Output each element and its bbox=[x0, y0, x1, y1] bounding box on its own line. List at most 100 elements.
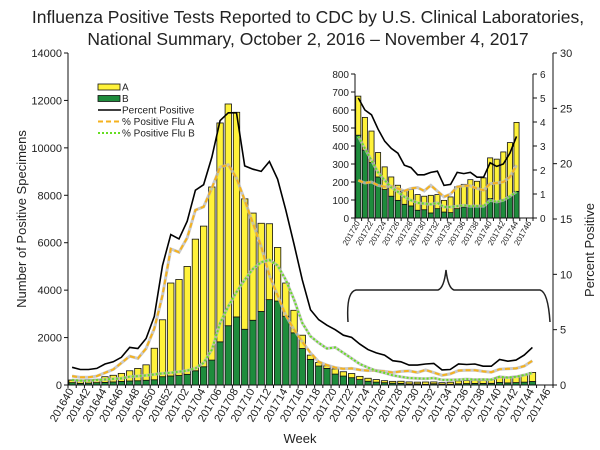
legend-label: % Positive Flu A bbox=[122, 117, 195, 128]
bar-a-201703 bbox=[191, 238, 200, 372]
bar-b-201704 bbox=[200, 366, 208, 386]
bar-a-201735 bbox=[454, 380, 463, 385]
bar-b-201744 bbox=[528, 381, 537, 386]
bar-a-201650 bbox=[150, 347, 158, 381]
chart-title-line-2: National Summary, October 2, 2016 – Nove… bbox=[87, 29, 528, 49]
inset-bar-b-201729 bbox=[414, 209, 421, 219]
x-axis-title: Week bbox=[284, 431, 317, 446]
bar-b-201649 bbox=[142, 379, 150, 386]
bar-a-201726 bbox=[380, 380, 389, 384]
inset-bar-b-201737 bbox=[467, 205, 474, 219]
inset-bar-b-201744 bbox=[513, 190, 520, 219]
bar-a-201722 bbox=[347, 373, 356, 379]
inset-bar-b-201728 bbox=[408, 205, 415, 219]
bar-b-201648 bbox=[134, 380, 142, 386]
bar-b-201718 bbox=[315, 365, 323, 386]
bar-a-201732 bbox=[430, 381, 438, 385]
bar-a-201702 bbox=[183, 266, 191, 375]
bar-b-201715 bbox=[290, 332, 298, 386]
bar-b-201716 bbox=[298, 348, 306, 386]
inset-plot: 0100200300400500600700800012345620172020… bbox=[332, 70, 546, 247]
y2-tick-label: 25 bbox=[560, 103, 572, 115]
inset-y-tick-label: 500 bbox=[332, 124, 349, 135]
y2-tick-label: 10 bbox=[560, 269, 572, 281]
y2-tick-label: 30 bbox=[560, 48, 572, 60]
chart-title-line-1: Influenza Positive Tests Reported to CDC… bbox=[32, 7, 584, 27]
inset-bar-b-201741 bbox=[493, 201, 500, 219]
inset-y2-tick-label: 2 bbox=[540, 166, 546, 177]
inset-line-percent-positive bbox=[357, 97, 518, 187]
inset-y-tick-label: 800 bbox=[332, 70, 349, 81]
bar-a-201721 bbox=[339, 371, 347, 377]
inset-bar-a-201740 bbox=[487, 157, 494, 199]
inset-y-tick-label: 300 bbox=[332, 160, 349, 171]
inset-bar-a-201737 bbox=[467, 179, 474, 207]
inset-bar-a-201742 bbox=[500, 151, 507, 201]
inset-y2-tick-label: 6 bbox=[540, 70, 546, 81]
bar-a-201729 bbox=[405, 381, 413, 385]
inset-bar-b-201733 bbox=[441, 211, 447, 219]
y2-tick-label: 20 bbox=[560, 159, 572, 171]
bar-b-201717 bbox=[306, 358, 315, 386]
bar-a-201711 bbox=[257, 222, 265, 312]
inset-y-tick-label: 400 bbox=[332, 142, 349, 153]
bar-b-201719 bbox=[323, 367, 331, 386]
bar-a-201701 bbox=[175, 279, 183, 376]
legend-swatch-A bbox=[97, 83, 121, 91]
bar-a-201649 bbox=[142, 364, 150, 381]
y-tick-label: 4000 bbox=[38, 285, 62, 297]
bar-b-201708 bbox=[232, 316, 241, 386]
inset-bar-a-201734 bbox=[447, 196, 454, 214]
y2-tick-label: 0 bbox=[560, 380, 566, 392]
y2-axis-title: Percent Positive bbox=[582, 203, 597, 297]
bar-b-201721 bbox=[339, 375, 347, 386]
y-tick-label: 12000 bbox=[31, 95, 62, 107]
bar-b-201706 bbox=[216, 341, 224, 386]
bar-b-201722 bbox=[347, 377, 356, 386]
bar-b-201710 bbox=[249, 319, 257, 386]
inset-bar-a-201720 bbox=[355, 95, 362, 136]
bar-b-201701 bbox=[175, 375, 183, 386]
bar-b-201723 bbox=[356, 379, 364, 386]
bar-b-201709 bbox=[241, 328, 249, 386]
inset-brace bbox=[346, 269, 551, 323]
bar-a-201731 bbox=[421, 381, 430, 385]
bar-a-201734 bbox=[446, 381, 454, 385]
line-percent-flu-a bbox=[71, 163, 533, 379]
bar-b-201705 bbox=[208, 359, 216, 386]
inset-y2-tick-label: 4 bbox=[540, 118, 546, 129]
bar-a-201736 bbox=[463, 380, 471, 384]
y-tick-label: 8000 bbox=[38, 190, 62, 202]
legend-swatch-B bbox=[97, 95, 121, 102]
bar-b-201646 bbox=[117, 381, 126, 386]
bar-a-201709 bbox=[241, 198, 249, 330]
inset-bar-b-201727 bbox=[401, 203, 408, 219]
bar-b-201650 bbox=[150, 379, 158, 386]
legend-label: Percent Positive bbox=[122, 106, 195, 117]
bar-b-201707 bbox=[224, 325, 232, 386]
inset-bar-a-201736 bbox=[460, 183, 467, 208]
bar-a-201730 bbox=[413, 381, 421, 385]
inset-bar-a-201744 bbox=[513, 122, 520, 192]
inset-y2-tick-label: 3 bbox=[540, 142, 546, 153]
bar-b-201713 bbox=[274, 300, 282, 386]
bar-a-201705 bbox=[208, 186, 216, 361]
inset-bar-b-201731 bbox=[427, 212, 434, 219]
bar-b-201702 bbox=[183, 373, 191, 386]
y2-tick-label: 5 bbox=[560, 325, 566, 337]
inset-bar-b-201734 bbox=[447, 212, 454, 219]
line-percent-flu-b bbox=[72, 258, 533, 382]
bar-a-201723 bbox=[356, 375, 364, 380]
y-tick-label: 2000 bbox=[38, 333, 62, 345]
inset-bar-b-201720 bbox=[355, 134, 362, 219]
bar-b-201711 bbox=[257, 311, 265, 386]
inset-bar-b-201743 bbox=[506, 195, 513, 219]
inset-line-percent-flu-a bbox=[357, 164, 518, 199]
legend-label: A bbox=[122, 83, 129, 94]
bar-a-201706 bbox=[216, 122, 224, 343]
bar-a-201720 bbox=[331, 368, 339, 375]
inset-bar-b-201725 bbox=[388, 195, 395, 219]
inset-bar-b-201730 bbox=[421, 209, 428, 219]
